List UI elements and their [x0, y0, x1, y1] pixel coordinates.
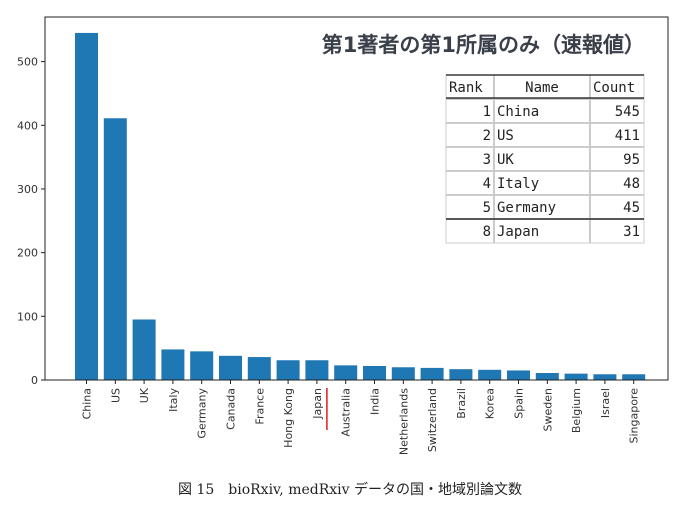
chart-title: 第1著者の第1所属のみ（速報値） [322, 33, 645, 57]
figure-caption: 図 15 bioRxiv, medRxiv データの国・地域別論文数 [178, 481, 522, 498]
x-tick-label: Netherlands [397, 388, 410, 455]
x-tick-label: Spain [513, 388, 526, 419]
x-tick-label: Korea [484, 388, 497, 419]
x-tick-label: Hong Kong [282, 388, 295, 448]
bar-switzerland [420, 367, 444, 380]
x-tick-label: Israel [599, 388, 612, 418]
table-cell-name: China [497, 104, 539, 120]
table-cell-name: US [497, 128, 514, 144]
table-cell-count: 31 [623, 224, 640, 240]
bar-germany [190, 351, 214, 380]
table-cell-count: 45 [623, 200, 640, 216]
y-tick-label: 300 [17, 183, 38, 196]
table-cell-rank: 2 [483, 128, 491, 144]
table-header-rank: Rank [449, 80, 483, 96]
table-cell-name: Japan [497, 224, 539, 240]
x-tick-label: Switzerland [426, 388, 439, 452]
y-tick-label: 0 [31, 374, 38, 387]
plot-frame [44, 16, 669, 381]
y-tick-label: 500 [17, 56, 38, 69]
axes-group: 0 100 200 300 400 500 China US UK Italy Germany Can… [17, 16, 669, 455]
bar-israel [593, 374, 617, 380]
table-header-name: Name [525, 80, 559, 96]
table-cell-count: 48 [623, 176, 640, 192]
bar-korea [478, 369, 502, 380]
table-cell-count: 545 [615, 104, 640, 120]
x-tick-label: Sweden [541, 388, 554, 431]
bar-india [363, 365, 386, 380]
bar-japan [305, 360, 329, 380]
x-tick-label: India [369, 388, 382, 415]
bar-canada [219, 355, 242, 380]
bar-singapore [622, 374, 646, 380]
x-tick-label: Japan [311, 388, 324, 420]
x-tick-label: Australia [340, 388, 353, 437]
table-cell-rank: 1 [483, 104, 491, 120]
bar-uk [132, 319, 156, 380]
y-tick-label: 200 [17, 247, 38, 260]
x-tick-label: Germany [196, 388, 209, 439]
table-cell-rank: 4 [483, 176, 491, 192]
bar-australia [334, 365, 358, 380]
bars-group [75, 32, 646, 380]
bar-sweden [535, 372, 559, 380]
bar-hong-kong [276, 360, 300, 380]
bar-china [75, 32, 98, 380]
table-cell-rank: 5 [483, 200, 491, 216]
bar-us [103, 118, 127, 380]
table-cell-count: 95 [623, 152, 640, 168]
bar-netherlands [391, 367, 415, 380]
table-cell-rank: 8 [483, 224, 491, 240]
table-cell-name: UK [497, 152, 514, 168]
x-tick-label: Brazil [455, 388, 468, 419]
table-cell-name: Italy [497, 176, 539, 192]
y-tick-label: 100 [17, 310, 38, 323]
table-cell-rank: 3 [483, 152, 491, 168]
bar-spain [507, 370, 530, 380]
y-tick-label: 400 [17, 119, 38, 132]
bar-france [247, 357, 271, 380]
bar-belgium [564, 373, 588, 380]
x-tick-label: China [81, 388, 94, 419]
x-tick-label: Singapore [628, 388, 641, 444]
x-tick-label: Canada [225, 388, 238, 430]
table-header-count: Count [593, 80, 635, 96]
x-tick-label: UK [138, 387, 151, 403]
bar-brazil [449, 369, 473, 380]
table-cell-name: Germany [497, 200, 556, 216]
x-tick-label: Belgium [570, 388, 583, 433]
table-background [445, 74, 645, 244]
table-cell-count: 411 [615, 128, 640, 144]
x-tick-label: Italy [167, 388, 180, 412]
x-tick-label: France [253, 388, 266, 425]
x-tick-label: US [109, 388, 122, 403]
bar-italy [161, 349, 185, 380]
